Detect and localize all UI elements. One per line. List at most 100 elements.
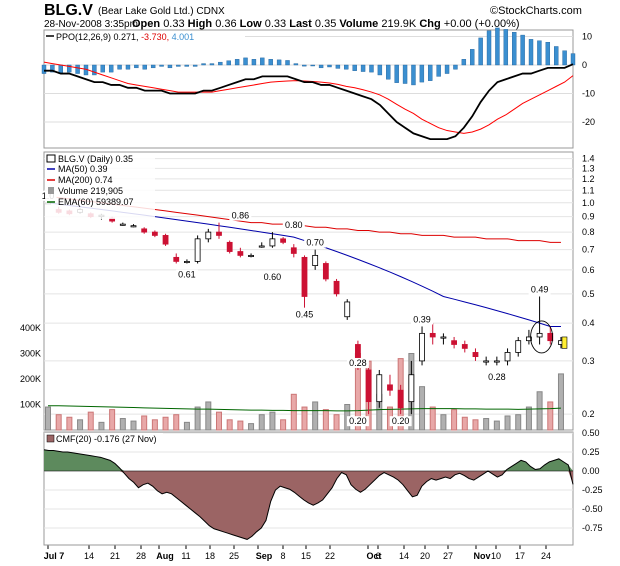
volume-bar (258, 414, 265, 431)
price-annotation: 0.60 (264, 272, 282, 282)
candle-body (504, 352, 511, 362)
company-name: (Bear Lake Gold Ltd.) CDNX (98, 6, 225, 17)
volume-bar (66, 416, 73, 431)
chg-label: Chg (419, 18, 441, 30)
candle-body (536, 332, 543, 338)
volume-label: Volume (339, 18, 379, 30)
price-tick-label: 0.5 (582, 289, 595, 299)
price-annotation-bg (175, 269, 198, 280)
ppo-histogram-bar (176, 64, 181, 67)
candle-body (419, 332, 425, 362)
volume-bar (87, 411, 94, 431)
volume-bar (451, 409, 458, 431)
ppo-histogram-bar (352, 64, 357, 71)
volume-legend: Volume 219,905 (58, 186, 123, 196)
ppo-legend-histogram: 4.001 (172, 32, 195, 42)
ppo-histogram-bar (75, 64, 80, 74)
cmf-tick-label: -0.75 (582, 523, 603, 533)
volume-bar (483, 418, 490, 431)
volume-bar (515, 414, 522, 431)
highlight-circle (530, 320, 554, 354)
quote-date: 28-Nov-2008 3:35pm (44, 19, 138, 30)
ppo-histogram-bar (537, 40, 542, 66)
candle-body (130, 225, 137, 228)
cmf-legend-bg (45, 433, 163, 444)
volume-bar (119, 418, 126, 431)
candle-body (397, 389, 404, 409)
cmf-legend-swatch (46, 434, 55, 443)
ppo-histogram-bar (41, 64, 47, 74)
ppo-histogram-bar (360, 64, 366, 72)
ppo-frame (43, 29, 574, 149)
price-annotation-bg (346, 416, 369, 427)
ppo-histogram-bar (92, 64, 97, 76)
candle-body (483, 360, 490, 363)
ppo-histogram-bar (142, 64, 147, 70)
ppo-tick-label: 0 (582, 60, 587, 70)
ppo-legend-bg (45, 31, 245, 42)
volume-bar (109, 409, 116, 431)
low-value: 0.33 (264, 18, 287, 30)
ppo-legend: PPO(12,26,9) 0.271, -3.730, 4.001 (56, 32, 194, 42)
quote-summary: Open 0.33 High 0.36 Low 0.33 Last 0.35 V… (132, 18, 520, 30)
ppo-histogram-bar (50, 64, 55, 73)
candle-body (290, 247, 297, 254)
ppo-histogram-bar (344, 64, 349, 70)
price-annotation-bg (346, 357, 369, 368)
volume-bar (472, 419, 479, 431)
volume-bar (248, 423, 255, 431)
last-label: Last (289, 18, 312, 30)
candle-body (526, 336, 532, 342)
price-annotation: 0.49 (531, 284, 549, 294)
ppo-histogram-bar (100, 64, 105, 73)
candle-body (194, 238, 201, 262)
date-tick-label: Sep (256, 551, 273, 561)
cmf-tick-label: -0.25 (582, 485, 603, 495)
candle-body (472, 352, 479, 358)
volume-bar (226, 419, 233, 431)
date-tick-label: Jul 7 (44, 551, 65, 561)
date-tick-label: 8 (280, 551, 285, 561)
ppo-histogram-bar (428, 64, 433, 81)
ppo-histogram-bar (260, 57, 265, 66)
price-annotation-bg (261, 271, 284, 282)
ppo-histogram-bar (411, 64, 416, 86)
ppo-histogram-bar (243, 57, 248, 66)
volume-tick-label: 400K (20, 323, 41, 333)
price-tick-label: 1.4 (582, 154, 595, 164)
high-label: High (187, 18, 213, 30)
volume-bar (130, 420, 137, 431)
volume-bar (183, 421, 190, 431)
ppo-histogram-bar (419, 64, 425, 83)
date-tick-label: Aug (156, 551, 174, 561)
ppo-histogram-bar (117, 64, 122, 70)
date-tick-label: 25 (229, 551, 239, 561)
date-tick-label: 18 (205, 551, 215, 561)
ppo-panel: 10 0 -10 -20 PPO(12,26,9) 0.271, -3.730, 4.0… (41, 27, 595, 149)
ppo-histogram-bar (201, 63, 206, 66)
volume-bar (525, 406, 532, 431)
date-tick-label: 27 (443, 551, 453, 561)
ppo-histogram-bar (377, 64, 383, 76)
ppo-histogram-bar (285, 60, 290, 66)
volume-bar (151, 419, 158, 431)
volume-value: 219.9K (381, 18, 417, 30)
candle-legend-swatch (46, 154, 56, 163)
ppo-histogram-bar (327, 64, 332, 68)
volume-bar (173, 414, 180, 431)
volume-bar (536, 391, 543, 431)
ppo-histogram-bar (125, 64, 131, 70)
ppo-histogram-bar (159, 64, 164, 67)
price-annotation-bg (229, 210, 252, 221)
volume-bar (322, 409, 329, 431)
price-annotation: 0.45 (296, 310, 314, 320)
volume-bar (440, 414, 447, 431)
ppo-histogram-bar (394, 64, 399, 83)
ppo-histogram-bar (209, 63, 215, 66)
price-annotation: 0.80 (285, 220, 303, 230)
ppo-histogram-bar (402, 64, 408, 84)
ppo-histogram-bar (369, 64, 374, 73)
ppo-histogram-bar (302, 64, 307, 67)
volume-tick-label: 300K (20, 349, 41, 359)
